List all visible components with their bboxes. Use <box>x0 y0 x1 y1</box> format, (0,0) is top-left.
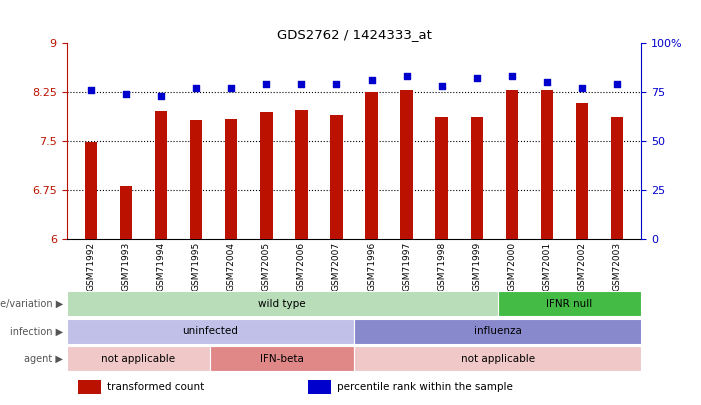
Point <box>506 73 517 79</box>
Text: genotype/variation ▶: genotype/variation ▶ <box>0 299 63 309</box>
Point <box>541 79 552 85</box>
Text: IFN-beta: IFN-beta <box>260 354 304 364</box>
Point <box>121 90 132 97</box>
Bar <box>435 117 448 239</box>
Bar <box>295 110 308 239</box>
Bar <box>190 120 203 239</box>
Point <box>611 81 622 87</box>
Text: GSM71994: GSM71994 <box>157 242 165 291</box>
Text: GSM71992: GSM71992 <box>87 242 95 291</box>
Bar <box>354 319 641 344</box>
Bar <box>78 380 101 394</box>
Point <box>296 81 307 87</box>
Text: GSM72004: GSM72004 <box>227 242 236 291</box>
Point <box>226 85 237 91</box>
Bar <box>85 142 97 239</box>
Bar <box>67 291 498 316</box>
Point <box>156 92 167 99</box>
Text: GSM71995: GSM71995 <box>192 242 200 291</box>
Text: IFNR null: IFNR null <box>547 299 592 309</box>
Text: transformed count: transformed count <box>107 382 204 392</box>
Text: GSM72006: GSM72006 <box>297 242 306 291</box>
Bar <box>540 90 553 239</box>
Bar <box>67 319 354 344</box>
Text: not applicable: not applicable <box>102 354 175 364</box>
Point <box>471 75 482 81</box>
Text: wild type: wild type <box>259 299 306 309</box>
Point <box>261 81 272 87</box>
Point <box>576 85 587 91</box>
Bar <box>260 112 273 239</box>
Point <box>86 87 97 93</box>
Text: uninfected: uninfected <box>182 326 238 336</box>
Text: GSM72000: GSM72000 <box>508 242 516 291</box>
Point <box>436 83 447 89</box>
Bar <box>400 90 413 239</box>
Bar <box>611 117 623 239</box>
Bar <box>498 291 641 316</box>
Bar <box>67 346 210 371</box>
Bar <box>505 90 518 239</box>
Bar <box>354 346 641 371</box>
Title: GDS2762 / 1424333_at: GDS2762 / 1424333_at <box>277 28 431 41</box>
Bar <box>470 117 483 239</box>
Text: not applicable: not applicable <box>461 354 535 364</box>
Bar <box>365 92 378 239</box>
Point <box>191 85 202 91</box>
Text: GSM71998: GSM71998 <box>437 242 446 291</box>
Bar <box>330 115 343 239</box>
Text: GSM71993: GSM71993 <box>122 242 130 291</box>
Text: influenza: influenza <box>474 326 522 336</box>
Text: GSM72002: GSM72002 <box>578 242 586 291</box>
Text: GSM71999: GSM71999 <box>472 242 481 291</box>
Text: GSM72005: GSM72005 <box>262 242 271 291</box>
Text: percentile rank within the sample: percentile rank within the sample <box>336 382 512 392</box>
Text: GSM71997: GSM71997 <box>402 242 411 291</box>
Text: GSM72007: GSM72007 <box>332 242 341 291</box>
Bar <box>225 119 238 239</box>
Bar <box>155 111 168 239</box>
Bar <box>210 346 354 371</box>
Text: GSM71996: GSM71996 <box>367 242 376 291</box>
Bar <box>308 380 331 394</box>
Point <box>366 77 377 83</box>
Text: infection ▶: infection ▶ <box>10 326 63 336</box>
Text: GSM72001: GSM72001 <box>543 242 551 291</box>
Point <box>401 73 412 79</box>
Point <box>331 81 342 87</box>
Text: agent ▶: agent ▶ <box>25 354 63 364</box>
Bar <box>120 185 132 239</box>
Text: GSM72003: GSM72003 <box>613 242 621 291</box>
Bar <box>576 103 588 239</box>
